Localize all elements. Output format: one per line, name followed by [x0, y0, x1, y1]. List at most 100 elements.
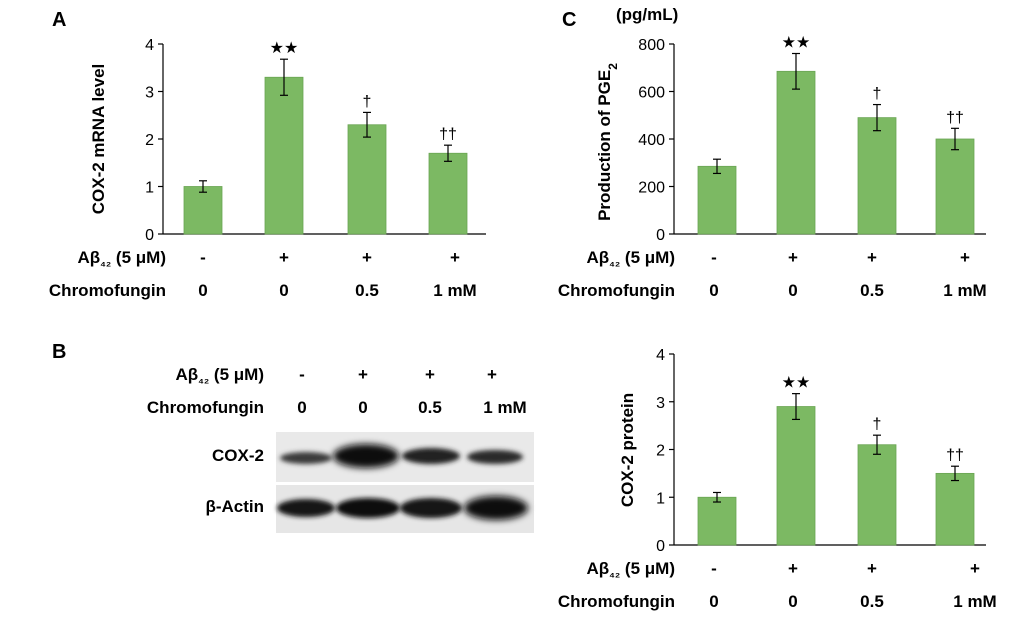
significance-marker: † [873, 416, 882, 433]
error-bar [444, 144, 452, 162]
abeta-value: + [362, 248, 372, 267]
y-tick-label: 400 [638, 132, 665, 149]
significance-marker: † [363, 93, 372, 110]
bar-c-3 [857, 117, 897, 235]
chromofungin-value: 0 [788, 281, 797, 300]
abeta-label: Aβ₄₂ (5 μM) [77, 248, 166, 269]
abeta-value: + [279, 248, 289, 267]
error-bar [792, 393, 800, 421]
abeta-value: + [788, 248, 798, 267]
y-tick-label: 2 [145, 132, 154, 149]
chromofungin-label: Chromofungin [147, 398, 264, 417]
chromofungin-value: 0 [198, 281, 207, 300]
y-axis-label: Production of PGE2 [595, 63, 620, 221]
bar-a-2 [264, 76, 304, 235]
significance-marker: †† [946, 447, 964, 464]
y-tick-label: 1 [145, 180, 154, 197]
y-unit-label: (pg/mL) [616, 5, 678, 24]
panel-letter-a: A [52, 9, 66, 31]
y-tick-label: 2 [656, 443, 665, 460]
chromofungin-value: 0 [788, 592, 797, 611]
error-bar [713, 491, 721, 503]
abeta-value: + [970, 559, 980, 578]
bar-b-3 [857, 444, 897, 546]
error-bar [363, 111, 371, 138]
blot-band [280, 452, 332, 464]
abeta-value: + [358, 365, 368, 384]
bar-c-2 [776, 70, 816, 235]
bar-a-4 [428, 152, 468, 235]
y-tick-label: 3 [145, 85, 154, 102]
y-axis-label: COX-2 protein [618, 393, 637, 507]
chromofungin-value: 0.5 [418, 398, 442, 417]
blot-band [400, 498, 462, 518]
abeta-label: Aβ₄₂ (5 μM) [175, 365, 264, 386]
blot-band [464, 496, 528, 520]
chromofungin-value: 1 mM [483, 398, 526, 417]
significance-marker: ★★ [270, 40, 299, 57]
y-tick-label: 0 [145, 227, 154, 244]
blot-band [467, 450, 523, 464]
y-tick-label: 4 [145, 37, 154, 54]
abeta-label: Aβ₄₂ (5 μM) [586, 248, 675, 269]
bar-a-3 [347, 124, 387, 235]
significance-marker: †† [439, 126, 457, 143]
chromofungin-value: 1 mM [943, 281, 986, 300]
y-tick-label: 0 [656, 538, 665, 555]
chromofungin-value: 0 [297, 398, 306, 417]
chromofungin-value: 0.5 [860, 281, 884, 300]
error-bar [951, 127, 959, 151]
significance-marker: † [873, 86, 882, 103]
y-axis-label: COX-2 mRNA level [89, 64, 108, 215]
western-blot: COX-2 β-Actin [205, 432, 534, 533]
abeta-value: - [200, 248, 206, 267]
abeta-value: + [788, 559, 798, 578]
significance-marker: †† [946, 109, 964, 126]
error-bar [873, 434, 881, 455]
y-tick-label: 4 [656, 347, 665, 364]
chromofungin-value: 0.5 [860, 592, 884, 611]
chromofungin-value: 0 [279, 281, 288, 300]
abeta-value: + [960, 248, 970, 267]
y-tick-label: 600 [638, 85, 665, 102]
bar-c-4 [935, 138, 975, 235]
chromofungin-value: 1 mM [953, 592, 996, 611]
abeta-value: + [425, 365, 435, 384]
condition-rows: Aβ₄₂ (5 μM) - + + + Chromofungin 0 0 0.5 1 mM Aβ₄₂… [49, 248, 997, 611]
abeta-value: - [711, 559, 717, 578]
chromofungin-value: 0.5 [355, 281, 379, 300]
blot-label-actin: β-Actin [205, 497, 264, 516]
error-bar [713, 158, 721, 175]
bar-b-2 [776, 406, 816, 546]
significance-marker: ★★ [782, 35, 811, 52]
chromofungin-label: Chromofungin [558, 592, 675, 611]
error-bar [873, 103, 881, 132]
bar-b-1 [697, 496, 737, 546]
abeta-label: Aβ₄₂ (5 μM) [586, 559, 675, 580]
error-bar [951, 465, 959, 482]
chromofungin-value: 0 [709, 592, 718, 611]
blot-band [402, 448, 460, 464]
chromofungin-value: 1 mM [433, 281, 476, 300]
y-tick-label: 800 [638, 37, 665, 54]
abeta-value: - [299, 365, 305, 384]
panel-letter-c: C [562, 9, 576, 31]
chart-c: 0 200 400 600 800 Production of PGE2 (pg/mL) ★★… [595, 5, 986, 244]
abeta-value: + [867, 248, 877, 267]
error-bar [792, 52, 800, 90]
abeta-value: + [867, 559, 877, 578]
abeta-value: - [711, 248, 717, 267]
abeta-value: + [487, 365, 497, 384]
bar-c-1 [697, 165, 737, 235]
significance-marker: ★★ [782, 375, 811, 392]
chromofungin-value: 0 [358, 398, 367, 417]
panel-letter-b: B [52, 341, 66, 363]
error-bar [280, 58, 288, 96]
error-bar [199, 180, 207, 193]
y-tick-label: 200 [638, 180, 665, 197]
chromofungin-value: 0 [709, 281, 718, 300]
chromofungin-label: Chromofungin [49, 281, 166, 300]
